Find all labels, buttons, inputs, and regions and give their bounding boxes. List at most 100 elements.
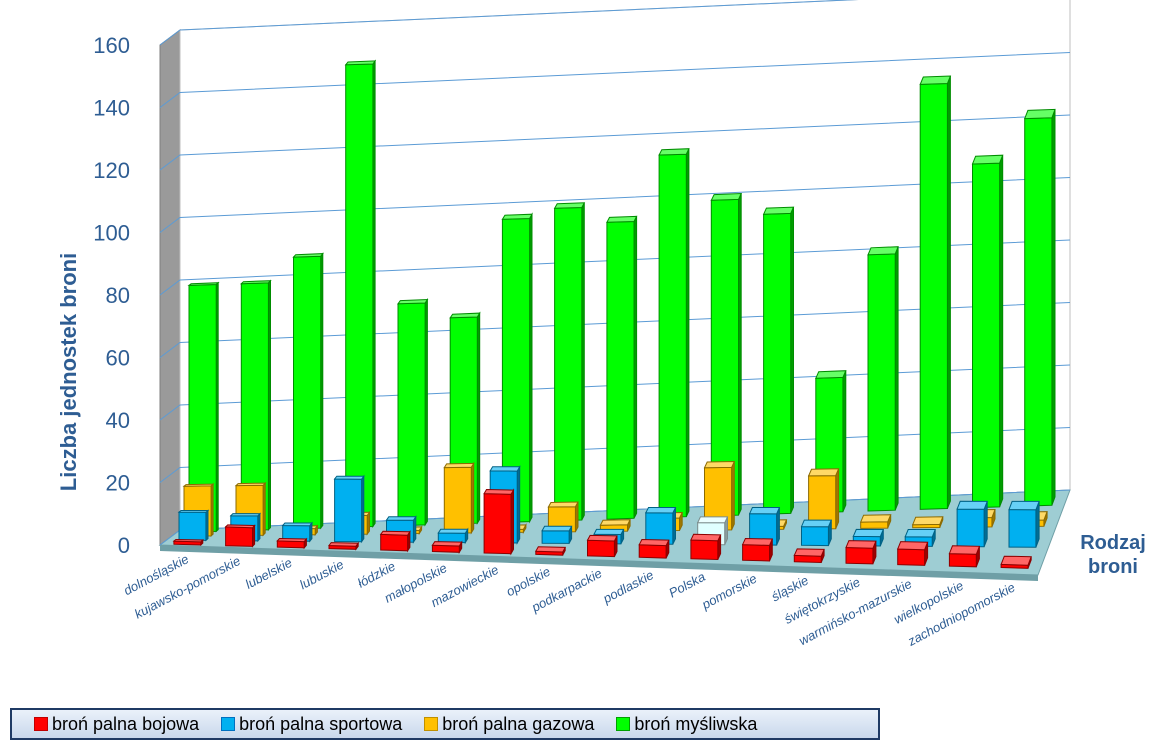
category-label: śląskie xyxy=(769,572,811,604)
bar-front xyxy=(541,530,570,544)
bar-top xyxy=(379,530,411,536)
y-tick-label: 20 xyxy=(106,471,130,496)
bar-top xyxy=(599,519,631,526)
bar xyxy=(483,488,515,556)
bar-front xyxy=(397,302,426,527)
bar-top xyxy=(281,522,313,527)
bar-top xyxy=(483,488,515,495)
legend: broń palna bojowa broń palna sportowa br… xyxy=(10,708,880,740)
bar-top xyxy=(606,215,638,223)
bar-top xyxy=(1000,555,1032,566)
bar-front xyxy=(948,553,977,568)
bar xyxy=(553,202,586,522)
bar-front xyxy=(1008,509,1037,548)
depth-axis-title-line-2: broni xyxy=(1088,556,1138,578)
bar-top xyxy=(845,540,877,549)
bar-top xyxy=(1008,500,1040,511)
gridline xyxy=(159,0,859,46)
category-label: lubuskie xyxy=(297,557,346,593)
legend-item-gazowa: broń palna gazowa xyxy=(424,714,594,735)
bar-front xyxy=(658,153,687,519)
bar xyxy=(807,468,840,530)
legend-swatch-mysliwska xyxy=(616,717,631,731)
bar-top xyxy=(431,541,463,547)
bar-top xyxy=(658,148,690,156)
y-tick-label: 0 xyxy=(118,533,130,558)
bar-front xyxy=(801,526,829,547)
bar-front xyxy=(845,546,874,565)
bar-top xyxy=(229,513,262,517)
bar-front xyxy=(606,220,635,520)
bar xyxy=(948,545,981,568)
bar-top xyxy=(234,482,267,487)
bar-top xyxy=(182,483,215,487)
bar-front xyxy=(225,526,253,547)
bar-front xyxy=(293,255,322,530)
bar xyxy=(793,548,825,564)
legend-label: broń palna sportowa xyxy=(239,713,403,734)
bar xyxy=(800,519,833,547)
bar-top xyxy=(904,529,936,538)
bar-top xyxy=(593,528,625,536)
bar xyxy=(437,527,469,545)
y-tick-label: 40 xyxy=(106,408,130,433)
bar-top xyxy=(867,246,899,256)
bar xyxy=(845,540,877,565)
y-tick-label: 80 xyxy=(106,283,130,308)
bar-top xyxy=(443,462,475,469)
bar xyxy=(541,525,573,544)
legend-label: broń palna gazowa xyxy=(442,713,595,734)
bar xyxy=(224,524,256,548)
bar-front xyxy=(437,532,466,544)
bar xyxy=(1000,555,1032,569)
bar-top xyxy=(703,460,736,469)
category-label: pomorskie xyxy=(698,571,759,613)
bar xyxy=(187,281,220,533)
bar xyxy=(644,507,677,545)
gridline xyxy=(159,114,1071,171)
bar-top xyxy=(696,516,729,524)
bar-front xyxy=(742,544,770,562)
bar xyxy=(431,540,463,555)
bar-front xyxy=(345,63,374,528)
bar-front xyxy=(443,466,472,534)
bar-top xyxy=(793,548,825,557)
bar-top xyxy=(541,525,573,532)
bar-top xyxy=(741,537,774,546)
bar-top xyxy=(896,541,929,551)
legend-item-sportowa: broń palna sportowa xyxy=(221,714,402,735)
bar xyxy=(638,538,670,559)
bar xyxy=(1008,500,1040,548)
bar-top xyxy=(919,75,952,85)
bar-front xyxy=(554,206,583,522)
bar xyxy=(547,501,579,533)
bar xyxy=(292,252,324,530)
legend-label: broń palna bojowa xyxy=(52,713,200,734)
bar-top xyxy=(187,282,220,286)
bar-top xyxy=(859,514,892,523)
bar xyxy=(748,507,781,546)
bar xyxy=(177,509,210,542)
bar-top xyxy=(534,546,567,553)
bar-front xyxy=(178,511,207,541)
bar-front xyxy=(972,162,1001,509)
bar-top xyxy=(762,206,795,215)
bar-top xyxy=(240,280,272,285)
bar-top xyxy=(397,298,429,305)
bar-top xyxy=(292,253,324,258)
bar xyxy=(971,154,1004,509)
bar xyxy=(690,533,722,561)
bar-top xyxy=(224,524,256,529)
bar-front xyxy=(690,539,719,561)
bar-front xyxy=(1024,117,1053,507)
bar-front xyxy=(638,544,667,559)
bar xyxy=(956,500,988,548)
bar-top xyxy=(690,533,722,542)
bar-top xyxy=(710,192,742,201)
bar xyxy=(344,59,377,529)
bar-top xyxy=(276,537,308,543)
bar-top xyxy=(333,475,365,480)
bar-top xyxy=(815,370,847,379)
bar-front xyxy=(587,539,615,558)
